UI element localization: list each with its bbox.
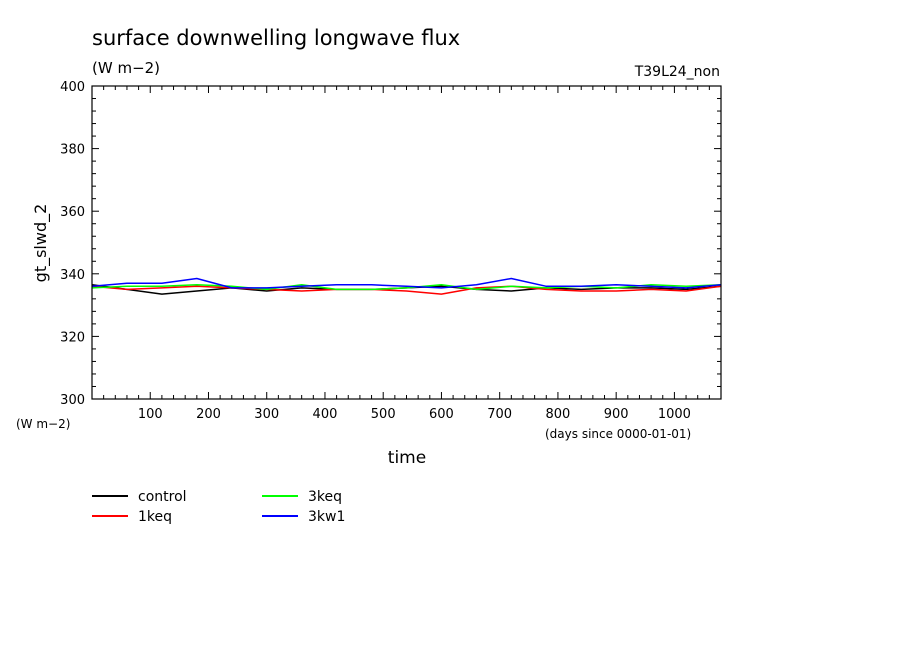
series-layer (91, 277, 722, 295)
legend-label: 1keq (138, 509, 172, 525)
x-tick-label: 500 (371, 407, 396, 422)
x-tick-label: 400 (313, 407, 338, 422)
y-axis-units: (W m−2) (16, 417, 70, 431)
x-tick-label: 100 (138, 407, 163, 422)
y-tick-label: 340 (60, 268, 85, 283)
y-tick-label: 320 (60, 330, 85, 345)
x-tick-label: 900 (604, 407, 629, 422)
x-tick-label: 600 (429, 407, 454, 422)
series-line-3kw1 (91, 277, 722, 289)
chart-title: surface downwelling longwave flux (92, 26, 460, 50)
y-tick-label: 300 (60, 393, 85, 408)
legend-label: 3keq (308, 489, 342, 505)
x-tick-label: 700 (487, 407, 512, 422)
x-tick-label: 200 (196, 407, 221, 422)
x-axis-units: (days since 0000-01-01) (545, 427, 691, 441)
run-label: T39L24_non (634, 64, 720, 80)
y-tick-label: 400 (60, 80, 85, 95)
x-tick-label: 300 (254, 407, 279, 422)
legend-entry: 3kw1 (262, 509, 345, 525)
legend: control 1keq 3keq 3kw1 (92, 489, 345, 525)
x-axis-label: time (388, 448, 426, 468)
series-line-3keq (91, 284, 722, 291)
x-axis-ticks: 100 200 300 400 500 600 700 800 900 1000 (103, 86, 710, 422)
plot-frame (91, 85, 722, 400)
y-tick-label: 360 (60, 205, 85, 220)
chart-subtitle: (W m−2) (92, 59, 160, 77)
x-tick-label: 1000 (658, 407, 691, 422)
legend-entry: control (92, 489, 187, 505)
y-axis-ticks: 300 320 340 360 380 400 (60, 80, 721, 408)
legend-entry: 3keq (262, 489, 342, 505)
series-line-1keq (91, 285, 722, 295)
legend-entry: 1keq (92, 509, 172, 525)
x-tick-label: 800 (546, 407, 571, 422)
y-tick-label: 380 (60, 143, 85, 158)
y-axis-label: gt_slwd_2 (31, 204, 51, 283)
legend-label: 3kw1 (308, 509, 345, 525)
legend-label: control (138, 489, 187, 505)
